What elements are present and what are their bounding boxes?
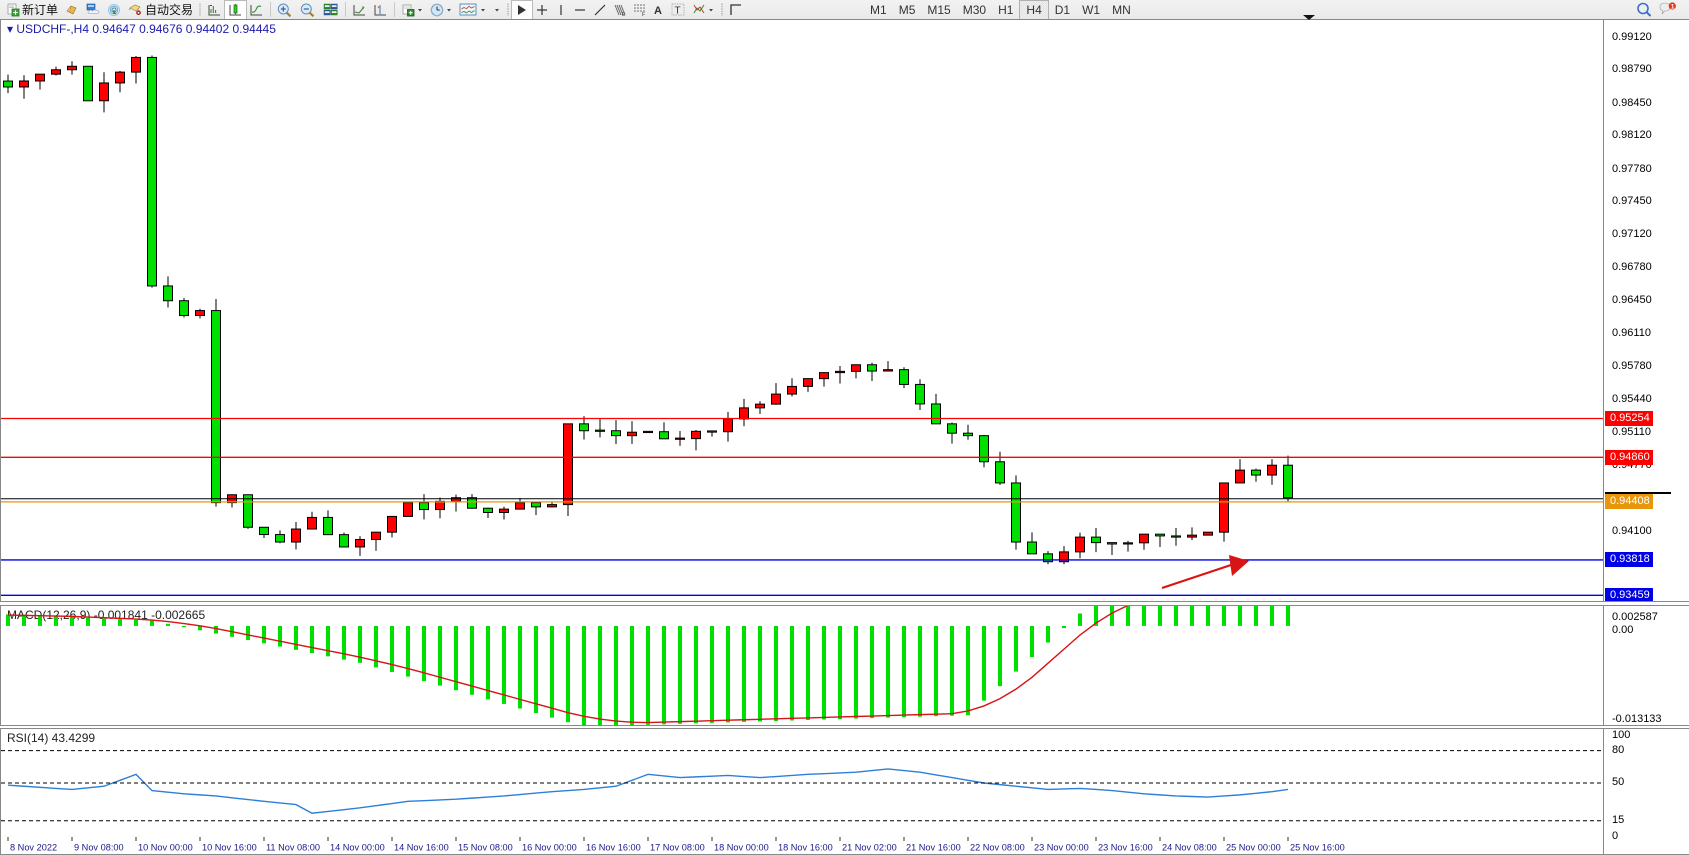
svg-text:F: F: [642, 12, 645, 17]
svg-text:E: E: [622, 12, 626, 17]
svg-text:1: 1: [1671, 3, 1675, 10]
svg-text:A: A: [654, 5, 662, 17]
svg-text:T: T: [675, 5, 681, 16]
